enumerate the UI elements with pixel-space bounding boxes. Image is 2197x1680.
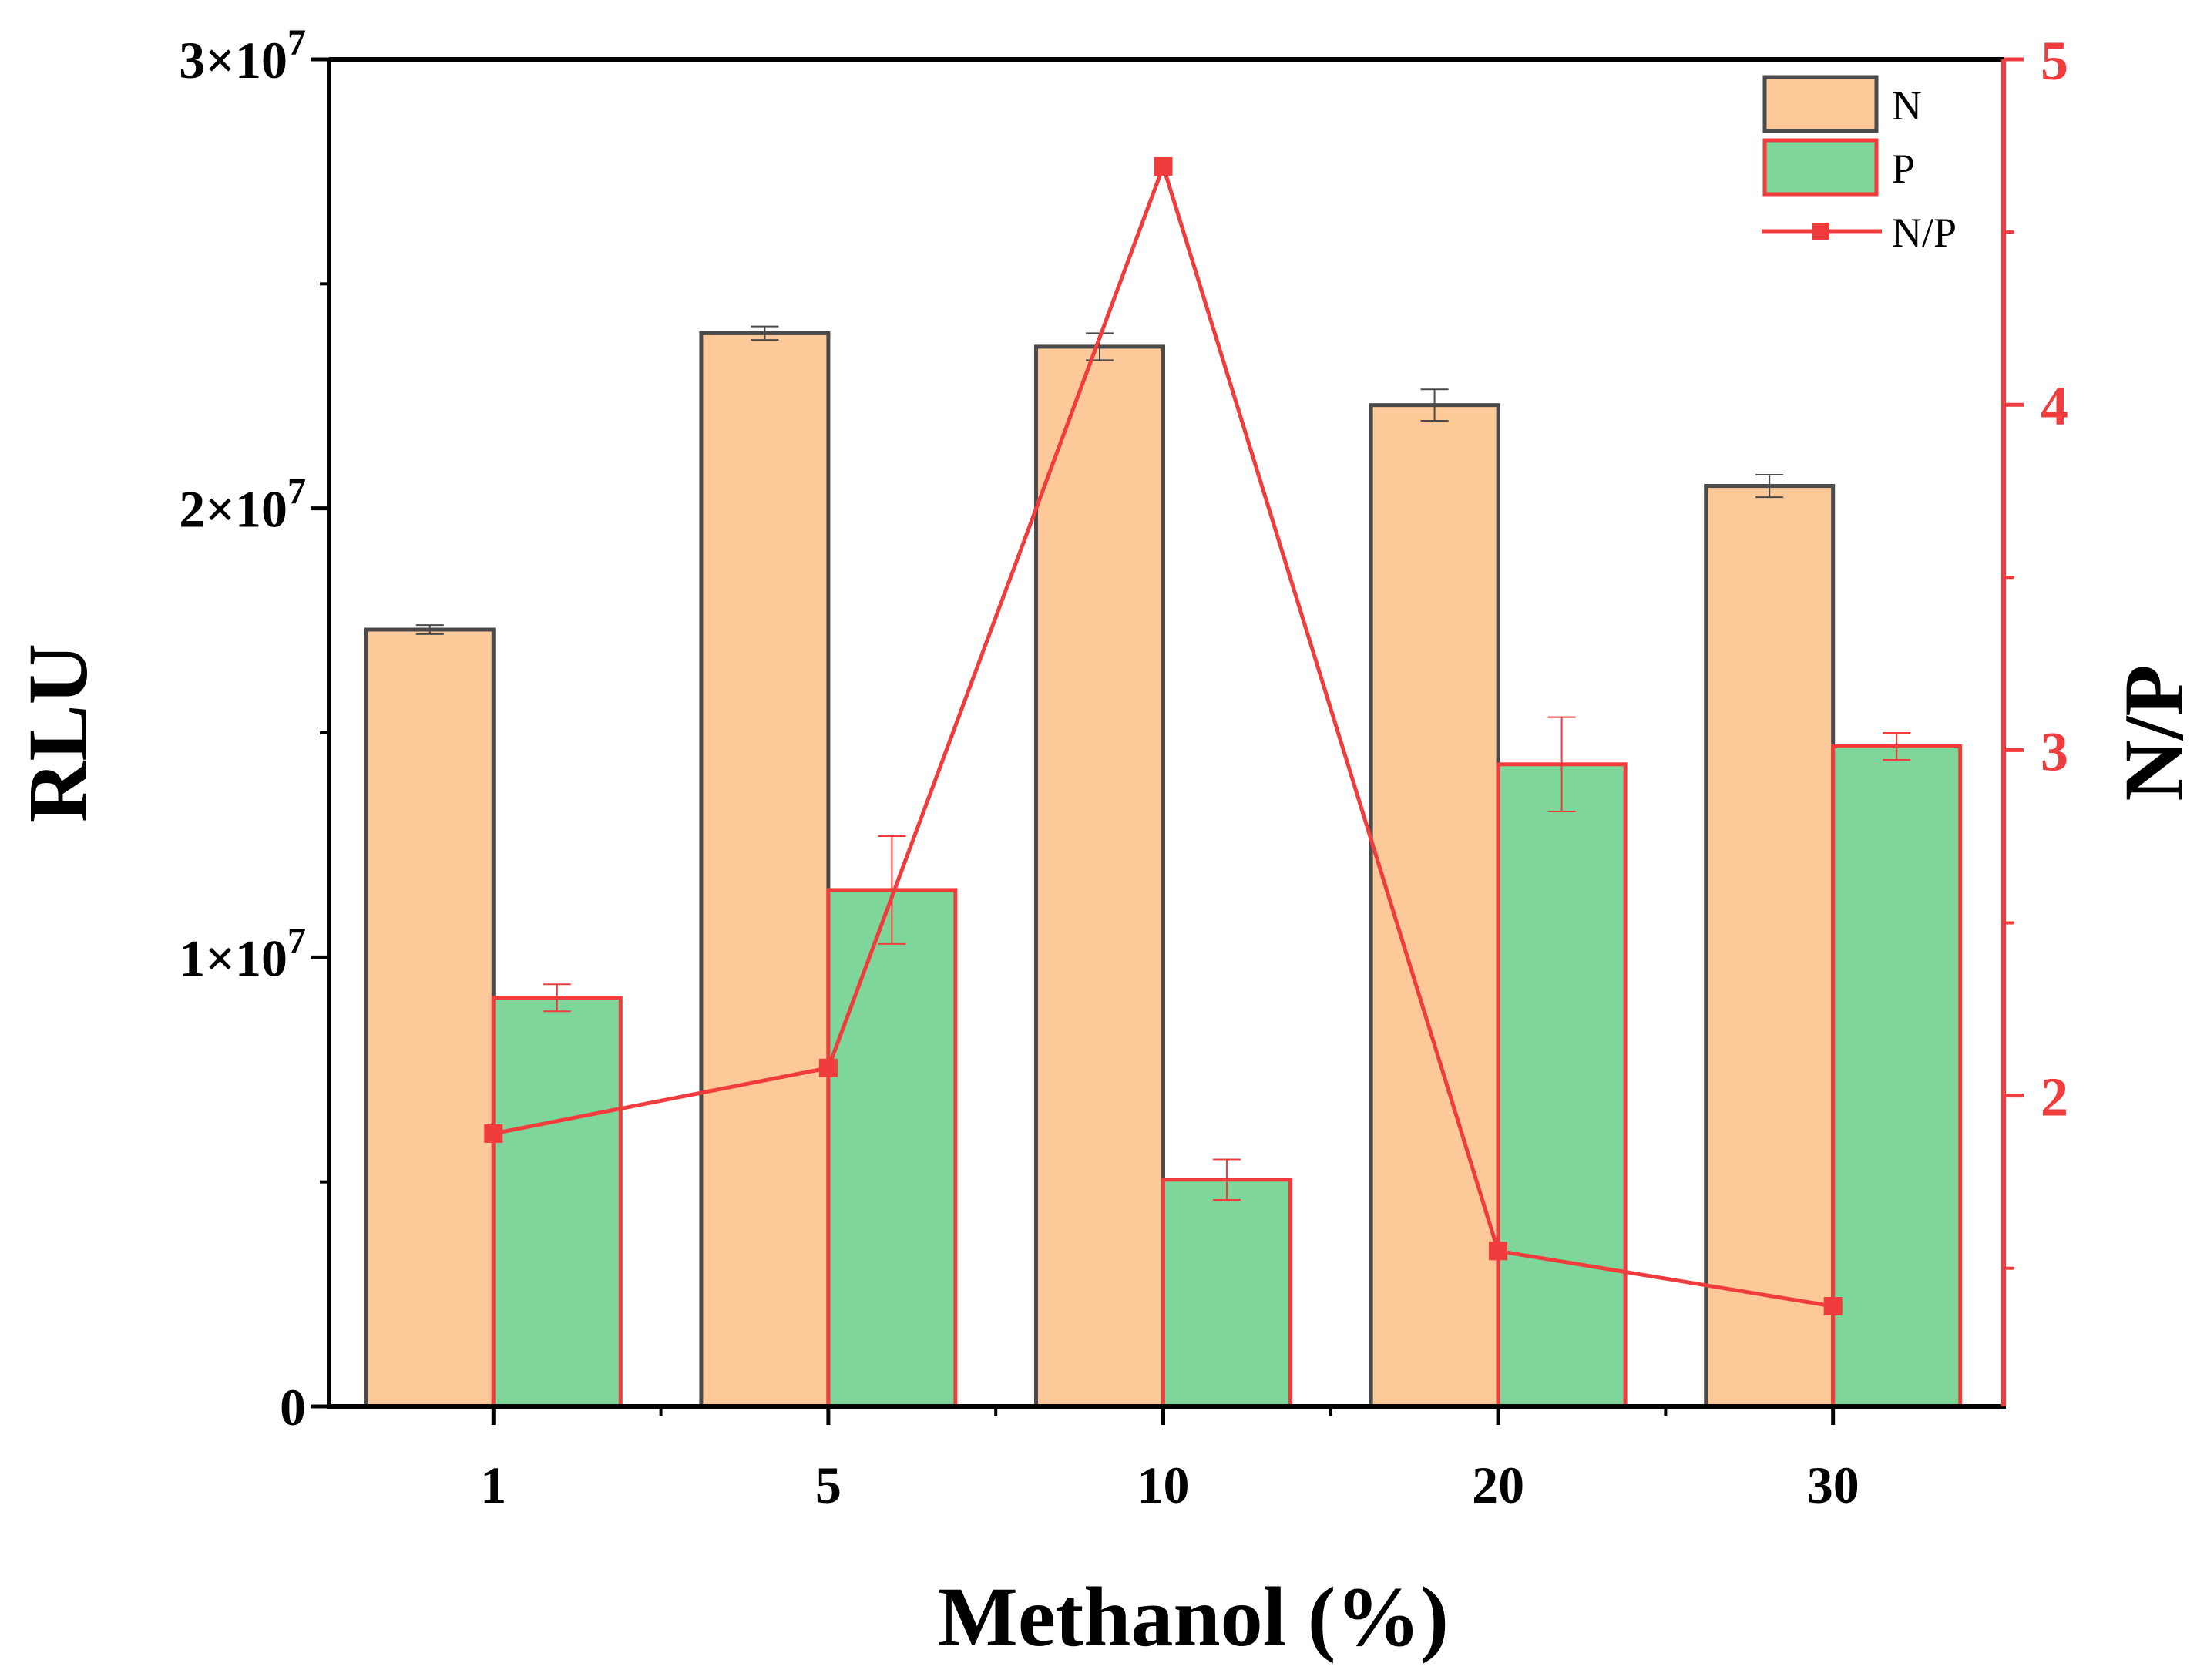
- y-tick-label: 1×107: [179, 920, 306, 987]
- legend-swatch-p: [1762, 138, 1879, 197]
- legend-label-p: P: [1892, 146, 1915, 192]
- x-tick-label-20: 20: [1472, 1456, 1524, 1514]
- bar-n-30: [1704, 484, 1836, 1409]
- bar-p-5: [826, 888, 958, 1409]
- np-line-layer: [484, 156, 1843, 1316]
- legend-marker-np: [1812, 223, 1829, 240]
- legend-label-np: N/P: [1892, 210, 1957, 256]
- np-point-20: [1489, 1242, 1508, 1261]
- x-tick-label-10: 10: [1137, 1456, 1190, 1514]
- y2-tick-label-3: 3: [2041, 721, 2068, 782]
- np-point-30: [1823, 1297, 1843, 1316]
- y-tick-label: 3×107: [179, 22, 306, 89]
- x-tick-label-1: 1: [480, 1456, 506, 1514]
- bar-n-10: [1034, 344, 1165, 1409]
- bars-layer: [364, 331, 1963, 1409]
- x-axis-title: Methanol (%): [938, 1570, 1449, 1664]
- legend-label-n: N: [1892, 82, 1922, 129]
- y2-axis-title: N/P: [2107, 664, 2197, 801]
- y2-tick-label-5: 5: [2041, 30, 2068, 92]
- y2-tick-label-4: 4: [2041, 375, 2068, 437]
- y-tick-label: 0: [280, 1378, 306, 1436]
- axes-layer: [311, 57, 2024, 1425]
- bar-n-1: [364, 627, 496, 1409]
- x-tick-label-5: 5: [815, 1456, 842, 1514]
- y2-tick-label-2: 2: [2041, 1067, 2068, 1128]
- labels-layer: 0 1×107 2×107 3×107 1 5 10 20 30 2 3 4 5 Methanol (%)…: [11, 22, 2197, 1664]
- np-point-10: [1154, 156, 1173, 176]
- bar-p-10: [1161, 1178, 1292, 1409]
- legend-swatch-n: [1762, 75, 1879, 133]
- legend: NP N/P: [1762, 75, 1957, 256]
- bar-p-1: [491, 996, 623, 1409]
- y-axis-title: RLU: [11, 643, 105, 822]
- x-tick-label-30: 30: [1807, 1456, 1859, 1514]
- bar-p-20: [1496, 762, 1628, 1409]
- np-point-5: [818, 1058, 838, 1077]
- y-tick-label: 2×107: [179, 472, 306, 539]
- error-bars-layer: [415, 325, 1911, 1201]
- np-point-1: [484, 1124, 503, 1143]
- bar-p-30: [1831, 744, 1963, 1409]
- bar-n-5: [699, 331, 831, 1409]
